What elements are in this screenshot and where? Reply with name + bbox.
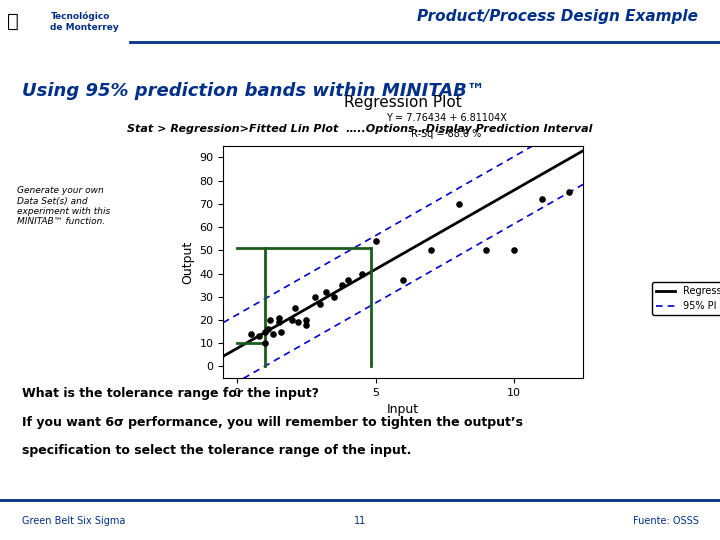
Point bbox=[370, 237, 382, 245]
Text: 🔷: 🔷 bbox=[7, 12, 19, 31]
Point bbox=[292, 318, 304, 327]
Text: R-Sq = 88.0 %: R-Sq = 88.0 % bbox=[411, 129, 482, 139]
Legend: Regression, 95% PI: Regression, 95% PI bbox=[652, 282, 720, 315]
Point bbox=[273, 318, 284, 327]
Text: If you want 6σ performance, you will remember to tighten the output’s: If you want 6σ performance, you will rem… bbox=[22, 416, 523, 429]
Point bbox=[276, 327, 287, 336]
Point bbox=[397, 276, 409, 285]
Text: Stat > Regression>Fitted Lin Plot  …..Options…Display Prediction Interval: Stat > Regression>Fitted Lin Plot …..Opt… bbox=[127, 124, 593, 134]
Point bbox=[253, 332, 265, 341]
Point bbox=[315, 299, 326, 308]
Point bbox=[536, 195, 547, 204]
Text: What is the tolerance range for the input?: What is the tolerance range for the inpu… bbox=[22, 388, 319, 401]
Point bbox=[309, 293, 320, 301]
Point bbox=[328, 293, 340, 301]
Text: What are the
spec limits for
the output?: What are the spec limits for the output? bbox=[23, 306, 134, 353]
Point bbox=[259, 339, 271, 348]
Bar bbox=[7, 3, 122, 58]
Text: Using 95% prediction bands within MINITAB™: Using 95% prediction bands within MINITA… bbox=[22, 82, 485, 100]
Point bbox=[320, 288, 331, 296]
Y-axis label: Output: Output bbox=[181, 240, 194, 284]
Point bbox=[245, 329, 256, 338]
Point bbox=[262, 325, 274, 334]
X-axis label: Input: Input bbox=[387, 403, 419, 416]
Point bbox=[267, 329, 279, 338]
Point bbox=[300, 315, 312, 324]
Text: Product/Process Design Example: Product/Process Design Example bbox=[418, 9, 698, 24]
Text: Fuente: OSSS: Fuente: OSSS bbox=[633, 516, 698, 526]
Point bbox=[289, 304, 301, 313]
Point bbox=[264, 315, 276, 324]
Point bbox=[480, 246, 492, 254]
Point bbox=[564, 188, 575, 197]
Point bbox=[508, 246, 520, 254]
Text: Green Belt Six Sigma: Green Belt Six Sigma bbox=[22, 516, 125, 526]
Title: Regression Plot: Regression Plot bbox=[344, 95, 462, 110]
Point bbox=[259, 327, 271, 336]
Point bbox=[287, 315, 298, 324]
Text: Generate your own
Data Set(s) and
experiment with this
MINITAB™ function.: Generate your own Data Set(s) and experi… bbox=[17, 186, 111, 226]
Text: 11: 11 bbox=[354, 516, 366, 526]
Point bbox=[342, 276, 354, 285]
Text: specification to select the tolerance range of the input.: specification to select the tolerance ra… bbox=[22, 444, 411, 457]
Text: Y = 7.76434 + 6.81104X: Y = 7.76434 + 6.81104X bbox=[386, 113, 507, 123]
Point bbox=[425, 246, 436, 254]
Point bbox=[273, 313, 284, 322]
Text: Tecnológico
de Monterrey: Tecnológico de Monterrey bbox=[50, 12, 119, 31]
Point bbox=[300, 320, 312, 329]
Point bbox=[453, 200, 464, 208]
Point bbox=[336, 281, 348, 289]
Point bbox=[356, 269, 367, 278]
